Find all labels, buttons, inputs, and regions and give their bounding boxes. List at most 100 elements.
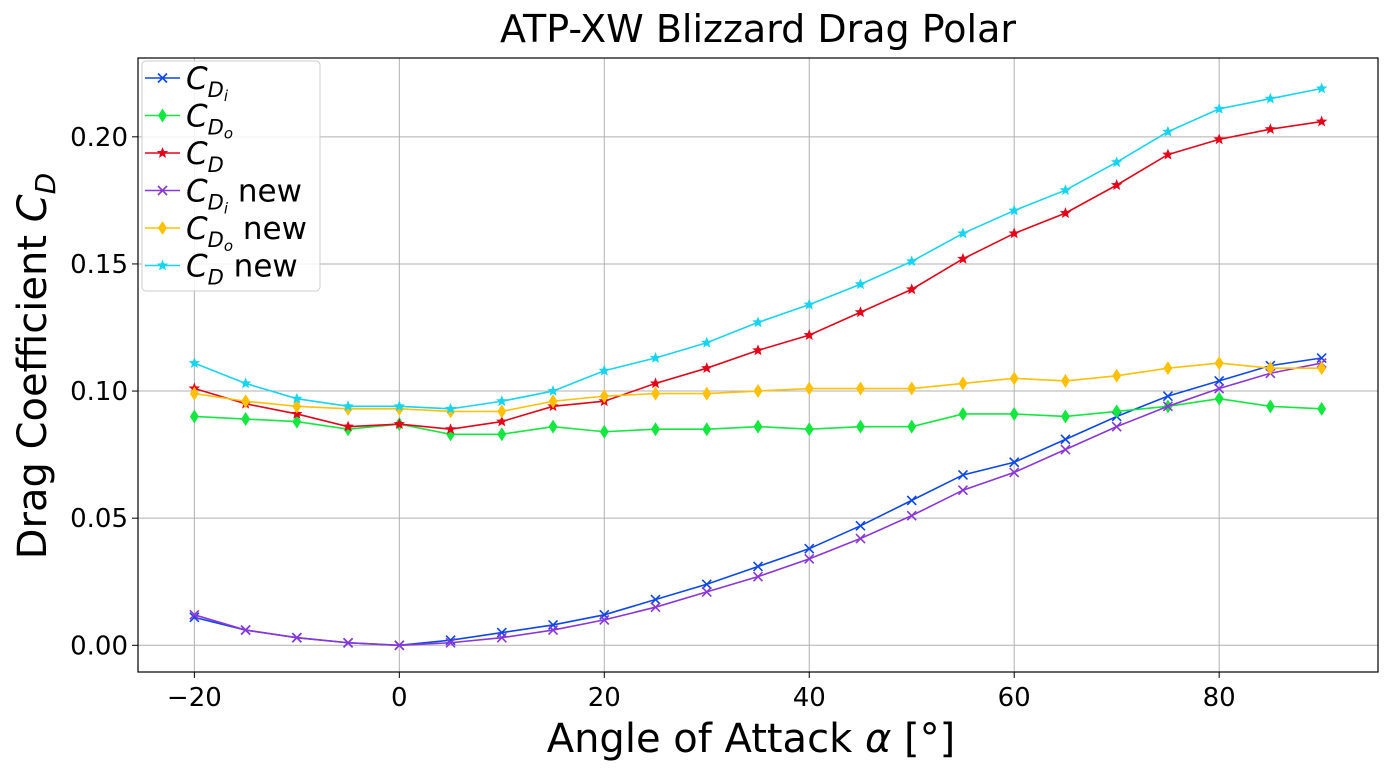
chart-title: ATP-XW Blizzard Drag Polar — [500, 7, 1016, 51]
data-point — [1008, 204, 1020, 216]
data-point — [855, 520, 866, 531]
series-layer — [188, 82, 1328, 651]
data-point — [701, 579, 712, 590]
data-point — [157, 185, 168, 196]
data-point — [1059, 207, 1072, 218]
y-tick-label: 0.20 — [70, 123, 128, 153]
legend-label: CDi — [186, 61, 229, 105]
data-point — [753, 419, 763, 434]
data-point — [1315, 115, 1328, 127]
x-tick-label: 80 — [1203, 683, 1236, 713]
data-point — [804, 543, 815, 554]
series-c-d-new — [188, 82, 1328, 414]
data-point — [189, 612, 200, 623]
legend-label: CDo — [186, 99, 233, 143]
data-point — [497, 427, 507, 442]
data-point — [650, 594, 661, 605]
data-point — [1111, 421, 1122, 432]
data-point — [156, 259, 169, 271]
data-point — [1317, 401, 1327, 416]
x-axis-ticks: −20 0 20 40 60 80 — [167, 672, 1236, 713]
series-c-di-new — [189, 358, 1327, 651]
data-point — [240, 624, 251, 636]
data-point — [907, 381, 917, 396]
data-point — [1264, 92, 1277, 104]
y-axis-ticks: 0.00 0.05 0.10 0.15 0.20 — [70, 123, 138, 661]
data-point — [1265, 361, 1275, 376]
data-point — [1163, 361, 1173, 376]
data-point — [651, 422, 661, 437]
data-point — [906, 510, 917, 521]
series-line — [194, 362, 1322, 647]
series-line — [194, 120, 1322, 431]
data-point — [598, 364, 610, 376]
plot-frame — [137, 57, 1379, 673]
data-point — [291, 407, 303, 419]
data-point — [292, 399, 302, 414]
data-point — [1110, 179, 1123, 190]
data-point — [1162, 125, 1174, 137]
data-point — [496, 632, 507, 643]
data-point — [156, 147, 169, 158]
data-point — [599, 614, 610, 625]
data-point — [1009, 457, 1020, 468]
data-point — [188, 357, 201, 368]
legend-entry: CDo new — [145, 211, 307, 255]
data-point — [547, 624, 559, 636]
data-point — [1162, 401, 1173, 412]
data-point — [1059, 184, 1072, 196]
data-point — [1214, 383, 1225, 394]
data-point — [1214, 375, 1225, 386]
data-point — [1213, 102, 1225, 114]
data-point — [547, 385, 559, 396]
y-tick-label: 0.10 — [70, 377, 128, 407]
legend-entry: CDi — [145, 61, 229, 105]
data-point — [1112, 404, 1122, 419]
data-point — [1264, 123, 1277, 135]
data-point — [804, 553, 815, 564]
x-axis-label: Angle of Attack α [°] — [547, 716, 956, 762]
data-point — [958, 406, 968, 421]
legend-entry: CD new — [145, 249, 298, 290]
legend-label: CD — [186, 136, 224, 177]
data-point — [157, 72, 168, 84]
data-point — [548, 394, 558, 409]
data-point — [291, 392, 303, 404]
data-point — [854, 278, 867, 290]
data-point — [701, 336, 713, 348]
data-point — [752, 571, 764, 582]
data-point — [958, 376, 968, 391]
legend-entry: CD — [145, 136, 224, 177]
data-point — [803, 298, 815, 310]
data-point — [1060, 409, 1070, 424]
data-point — [158, 108, 167, 123]
y-axis-label: Drag Coefficient CD — [10, 173, 62, 560]
data-point — [752, 561, 764, 572]
data-point — [753, 384, 763, 399]
data-point — [1315, 82, 1328, 94]
data-point — [906, 255, 918, 267]
data-point — [1008, 227, 1020, 239]
data-point — [1009, 371, 1019, 386]
series-line — [194, 357, 1322, 647]
data-point — [189, 409, 199, 424]
data-point — [241, 394, 251, 409]
x-tick-label: 40 — [793, 683, 826, 713]
data-point — [701, 362, 713, 374]
data-point — [497, 404, 507, 419]
data-point — [1317, 361, 1327, 376]
data-point — [855, 419, 865, 434]
legend-entry: CDi new — [145, 174, 302, 218]
data-point — [445, 637, 456, 648]
series-c-d — [188, 115, 1328, 435]
data-point — [239, 377, 252, 389]
data-point — [803, 329, 815, 340]
data-point — [1162, 148, 1174, 160]
data-point — [701, 586, 712, 597]
data-point — [651, 386, 661, 401]
data-point — [1162, 391, 1173, 402]
data-point — [1009, 406, 1019, 421]
data-point — [649, 377, 662, 389]
